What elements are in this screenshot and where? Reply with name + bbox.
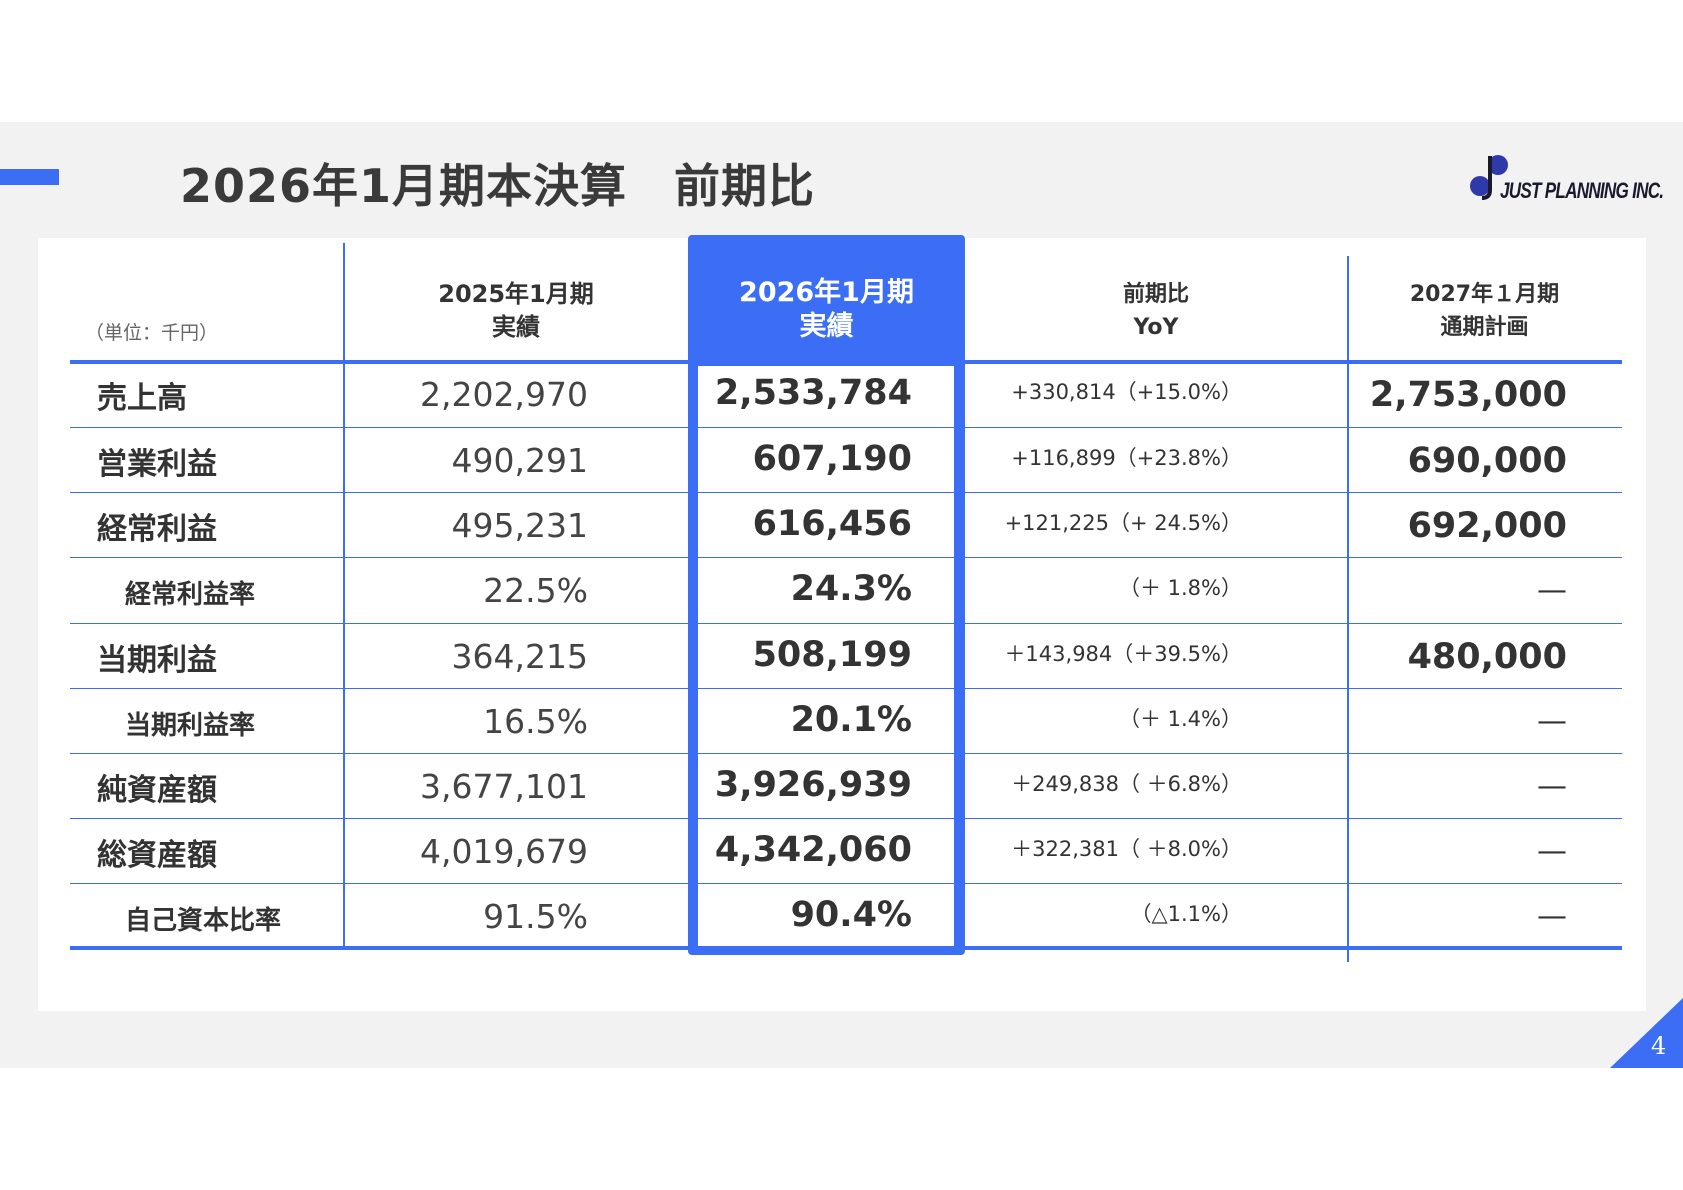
current-year-value: 508,199 bbox=[752, 635, 912, 675]
unit-label: （単位：千円） bbox=[85, 322, 219, 344]
yoy-change: +116,899（+23.8%） bbox=[1011, 446, 1242, 470]
yoy-change: ＋322,381（ ＋8.0%） bbox=[1011, 837, 1242, 861]
col-header-line2: 通期計画 bbox=[1440, 315, 1529, 340]
plan-value: — bbox=[1537, 769, 1567, 804]
col-header-line2: 実績 bbox=[492, 313, 540, 341]
row-rule bbox=[70, 427, 1622, 428]
row-rule bbox=[70, 557, 1622, 558]
column-divider bbox=[343, 243, 345, 949]
row-rule bbox=[70, 688, 1622, 689]
page-corner-triangle bbox=[1610, 998, 1683, 1068]
col-header-line2: YoY bbox=[1133, 315, 1179, 340]
col-header-2026-actual: 2026年1月期 実績 bbox=[688, 276, 965, 344]
row-label: 売上高 bbox=[97, 381, 187, 416]
column-divider bbox=[1347, 256, 1349, 962]
plan-value: 692,000 bbox=[1407, 506, 1567, 546]
row-label: 営業利益 bbox=[97, 447, 217, 482]
table-bottom-rule bbox=[70, 946, 1622, 950]
plan-value: 480,000 bbox=[1407, 637, 1567, 677]
yoy-change: （△1.1%） bbox=[1130, 902, 1242, 926]
row-rule bbox=[70, 623, 1622, 624]
row-label: 純資産額 bbox=[97, 773, 217, 808]
prior-year-value: 16.5% bbox=[483, 702, 588, 741]
row-label: 経常利益 bbox=[97, 512, 217, 547]
prior-year-value: 2,202,970 bbox=[420, 375, 588, 414]
row-label: 当期利益 bbox=[97, 643, 217, 678]
current-year-value: 90.4% bbox=[790, 895, 912, 935]
prior-year-value: 490,291 bbox=[451, 441, 588, 480]
row-rule bbox=[70, 883, 1622, 884]
plan-value: 690,000 bbox=[1407, 441, 1567, 481]
logo-mark-icon bbox=[1470, 155, 1508, 200]
current-year-value: 4,342,060 bbox=[714, 830, 912, 870]
col-header-2025-actual: 2025年1月期 実績 bbox=[343, 278, 689, 344]
prior-year-value: 91.5% bbox=[483, 897, 588, 936]
plan-value: 2,753,000 bbox=[1369, 375, 1567, 415]
current-year-value: 3,926,939 bbox=[714, 765, 912, 805]
yoy-change: （＋ 1.8%） bbox=[1118, 576, 1242, 600]
yoy-change: +121,225（+ 24.5%） bbox=[1004, 511, 1242, 535]
row-label: 自己資本比率 bbox=[125, 906, 282, 936]
plan-value: — bbox=[1537, 573, 1567, 608]
col-header-2027-plan: 2027年１月期 通期計画 bbox=[1347, 278, 1622, 344]
col-header-line1: 2025年1月期 bbox=[438, 280, 594, 308]
current-year-value: 24.3% bbox=[790, 569, 912, 609]
title-accent-bar bbox=[0, 169, 59, 185]
company-logo: JUST PLANNING INC. bbox=[1470, 152, 1664, 212]
prior-year-value: 364,215 bbox=[451, 637, 588, 676]
prior-year-value: 3,677,101 bbox=[420, 767, 588, 806]
row-label: 総資産額 bbox=[97, 838, 217, 873]
current-year-value: 20.1% bbox=[790, 700, 912, 740]
prior-year-value: 4,019,679 bbox=[420, 832, 588, 871]
col-header-line1: 前期比 bbox=[1122, 282, 1189, 307]
highlight-column-body bbox=[698, 366, 954, 946]
current-year-value: 616,456 bbox=[752, 504, 912, 544]
row-label: 当期利益率 bbox=[125, 711, 256, 741]
row-rule bbox=[70, 818, 1622, 819]
yoy-change: （＋ 1.4%） bbox=[1118, 707, 1242, 731]
logo-text: JUST PLANNING INC. bbox=[1500, 178, 1664, 203]
col-header-yoy: 前期比 YoY bbox=[965, 278, 1347, 344]
current-year-value: 607,190 bbox=[752, 439, 912, 479]
header-rule bbox=[70, 360, 1622, 364]
row-label: 経常利益率 bbox=[125, 580, 256, 610]
prior-year-value: 22.5% bbox=[483, 571, 588, 610]
plan-value: — bbox=[1537, 704, 1567, 739]
page-title: 2026年1月期本決算 前期比 bbox=[180, 159, 816, 213]
row-rule bbox=[70, 753, 1622, 754]
prior-year-value: 495,231 bbox=[451, 506, 588, 545]
col-header-line1: 2027年１月期 bbox=[1409, 282, 1560, 307]
yoy-change: ＋143,984（＋39.5%） bbox=[1004, 642, 1242, 666]
plan-value: — bbox=[1537, 899, 1567, 934]
plan-value: — bbox=[1537, 834, 1567, 869]
yoy-change: +330,814（+15.0%） bbox=[1011, 380, 1242, 404]
col-header-line1: 2026年1月期 bbox=[739, 277, 914, 308]
row-rule bbox=[70, 492, 1622, 493]
yoy-change: ＋249,838（ ＋6.8%） bbox=[1011, 772, 1242, 796]
col-header-line2: 実績 bbox=[799, 311, 854, 342]
page-number: 4 bbox=[1651, 1032, 1667, 1060]
current-year-value: 2,533,784 bbox=[714, 373, 912, 413]
